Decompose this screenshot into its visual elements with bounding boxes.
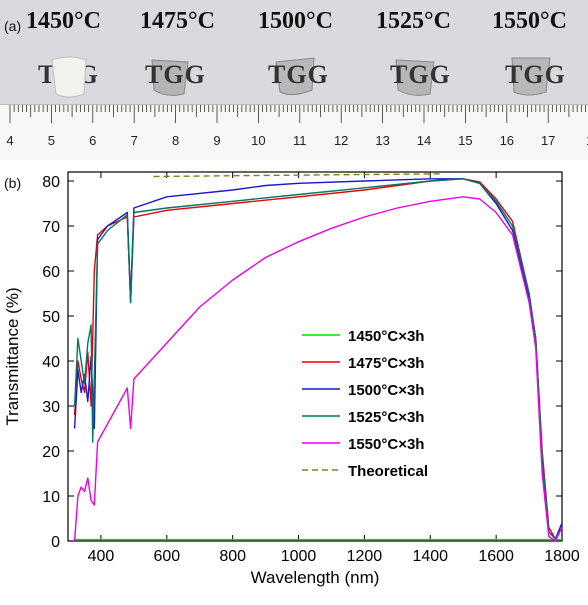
y-tick-label: 80 [42, 174, 60, 191]
series-line-5 [73, 196, 563, 542]
y-tick-label: 50 [42, 309, 60, 326]
panel-a-label: (a) [4, 18, 22, 34]
legend-label-4: 1525°C×3h [348, 409, 424, 426]
ruler-number: 9 [213, 133, 220, 148]
x-tick-label: 600 [153, 548, 180, 565]
plot-frame [67, 171, 563, 542]
ruler-number: 6 [89, 133, 96, 148]
legend-label-3: 1500°C×3h [348, 382, 424, 399]
ruler-number: 11 [293, 133, 307, 148]
temperature-label-2: 1475°C [140, 8, 215, 34]
x-tick-label: 1000 [281, 548, 317, 565]
ruler: 4 5 6 7 8 9 10 11 12 13 14 15 16 17 1 [0, 104, 588, 160]
series-line-3 [73, 178, 563, 540]
ruler-number: 10 [251, 133, 265, 148]
temperature-label-5: 1550°C [492, 8, 567, 34]
sample-piece-1 [51, 56, 87, 98]
y-tick-label: 60 [42, 264, 60, 281]
y-tick-label: 10 [42, 489, 60, 506]
legend-label-5: 1550°C×3h [348, 436, 424, 453]
sample-label-4: TGG [390, 60, 451, 89]
sample-label-3: TGG [268, 60, 329, 89]
ruler-number: 15 [458, 133, 472, 148]
ruler-number: 7 [131, 133, 138, 148]
y-tick-label: 20 [42, 444, 60, 461]
y-tick-label: 30 [42, 399, 60, 416]
legend-label-1: 1450°C×3h [348, 328, 424, 345]
series-line-6 [153, 173, 444, 178]
ruler-number: 8 [172, 133, 179, 148]
sample-piece-3 [275, 57, 315, 96]
x-tick-label: 1200 [347, 548, 383, 565]
legend-label-2: 1475°C×3h [348, 355, 424, 372]
transmittance-chart: (b) 400 600 800 1000 1200 1400 1600 1800 0 10 20 30… [3, 171, 580, 587]
temperature-label-4: 1525°C [376, 8, 451, 34]
legend-label-6: Theoretical [348, 463, 428, 480]
ruler-number: 14 [417, 133, 431, 148]
y-axis-label: Transmittance (%) [3, 287, 22, 425]
sample-photo-panel: (a) 1450°C 1475°C 1500°C 1525°C 1550°C T… [0, 0, 588, 160]
sample-label-5: TGG [505, 60, 566, 89]
sample-label-2: TGG [145, 60, 206, 89]
temperature-label-1: 1450°C [26, 8, 101, 34]
ruler-number: 13 [375, 133, 389, 148]
ruler-number: 12 [334, 133, 348, 148]
ruler-number: 17 [541, 133, 555, 148]
ruler-ticks: 4 5 6 7 8 9 10 11 12 13 14 15 16 17 1 [6, 105, 588, 148]
x-tick-label: 1800 [544, 548, 580, 565]
ruler-number: 5 [48, 133, 55, 148]
y-tick-label: 40 [42, 354, 60, 371]
sample-piece-5 [511, 57, 551, 96]
y-tick-label: 0 [51, 534, 60, 551]
panel-b-label: (b) [4, 175, 21, 191]
y-tick-label: 70 [42, 219, 60, 236]
x-tick-label: 1600 [478, 548, 514, 565]
x-tick-label: 400 [88, 548, 115, 565]
ruler-number: 16 [500, 133, 514, 148]
x-tick-label: 1400 [412, 548, 448, 565]
sample-piece-2 [151, 59, 189, 96]
temperature-label-3: 1500°C [258, 8, 333, 34]
x-tick-label: 800 [219, 548, 246, 565]
series-line-2 [73, 178, 563, 540]
ruler-number: 4 [6, 133, 13, 148]
series-line-4 [73, 178, 563, 540]
sample-piece-4 [395, 59, 435, 96]
ruler-number: 1 [586, 133, 588, 148]
x-axis-label: Wavelength (nm) [251, 568, 380, 587]
